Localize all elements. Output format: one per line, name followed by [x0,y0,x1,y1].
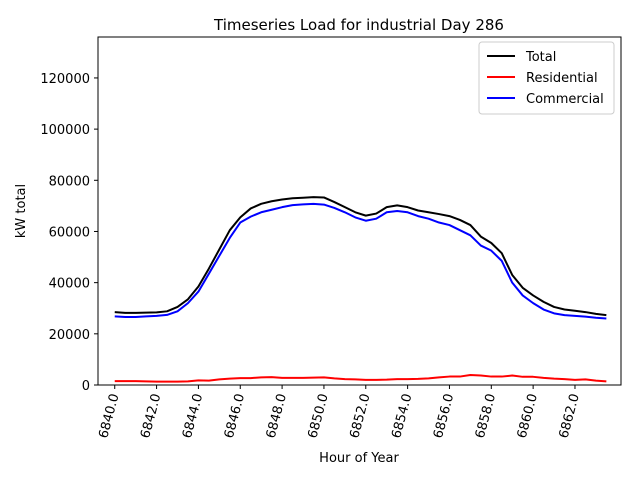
x-tick-label: 6840.0 [96,392,122,440]
x-tick-label: 6856.0 [431,392,457,440]
legend-label-commercial: Commercial [526,92,604,107]
x-tick-label: 6850.0 [306,392,332,440]
plot-area [114,196,607,383]
y-tick-label: 60000 [49,225,90,240]
y-tick-label: 40000 [49,277,90,292]
chart-title: Timeseries Load for industrial Day 286 [213,16,504,34]
x-tick-label: 6858.0 [473,392,499,440]
x-tick-label: 6862.0 [557,392,583,440]
x-tick-label: 6846.0 [222,392,248,440]
y-tick-label: 20000 [49,328,90,343]
legend: Total Residential Commercial [478,41,615,115]
legend-label-total: Total [525,50,556,65]
x-axis-label: Hour of Year [319,451,399,466]
x-tick-label: 6854.0 [389,392,415,440]
x-tick-label: 6852.0 [347,392,373,440]
x-tick-label: 6844.0 [180,392,206,440]
x-tick-label: 6860.0 [515,392,541,440]
y-tick-label: 120000 [40,72,90,87]
y-tick-label: 100000 [40,123,90,138]
x-axis-ticks: 6840.0 6842.0 6844.0 6846.0 6848.0 6850.0 6852… [96,385,583,440]
x-tick-label: 6842.0 [138,392,164,440]
plot-frame [97,36,622,386]
legend-label-residential: Residential [526,71,598,86]
series-line-total [114,196,607,317]
y-tick-label: 0 [82,379,90,394]
y-tick-label: 80000 [49,174,90,189]
y-axis-label: kW total [14,184,29,238]
series-line-commercial [114,202,607,320]
legend-frame [478,41,615,115]
y-axis-ticks: 0 20000 40000 60000 80000 100000 120000 [40,72,98,394]
series-line-residential [114,374,607,383]
x-tick-label: 6848.0 [264,392,290,440]
